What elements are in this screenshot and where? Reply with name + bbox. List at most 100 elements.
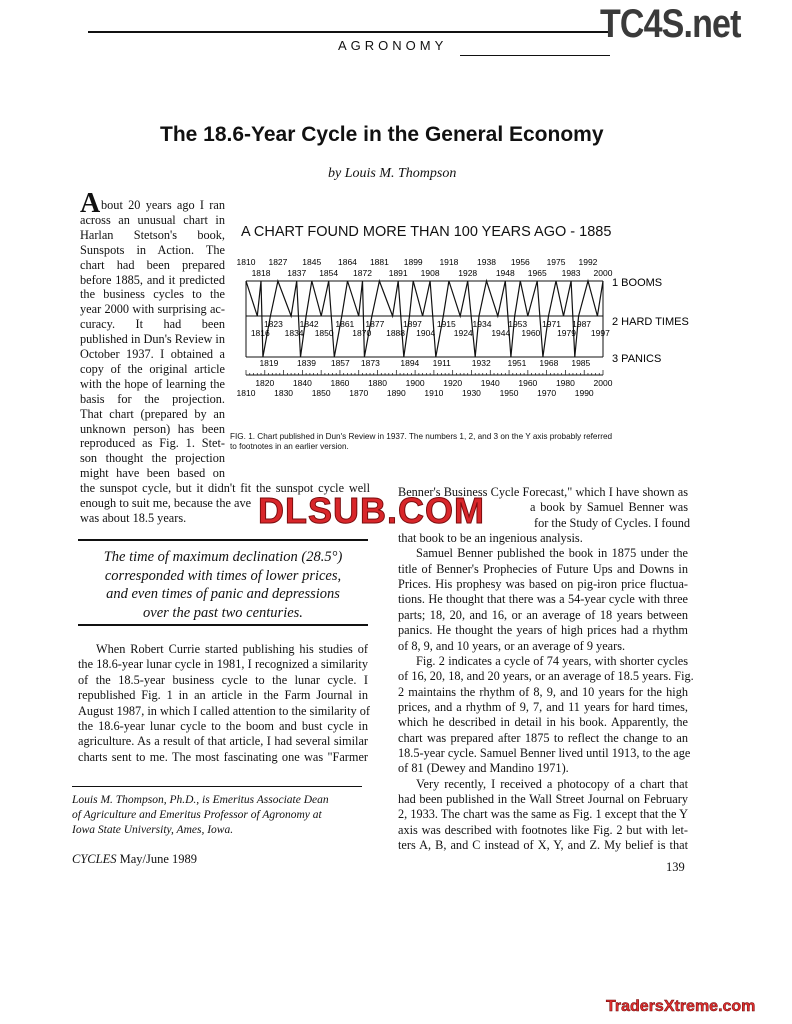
- boom-year-label: 1854: [319, 268, 338, 278]
- panic-year-label: 1985: [571, 358, 590, 368]
- x-tick-label: 1890: [387, 388, 406, 398]
- x-tick-label: 1960: [518, 378, 537, 388]
- x-tick-label: 1970: [537, 388, 556, 398]
- paragraph-line: ters A, B, and C instead of X, Y, and Z.…: [398, 838, 688, 853]
- journal-name: CYCLES: [72, 852, 117, 866]
- journal-issue: May/June 1989: [119, 852, 198, 866]
- paragraph-line: Prices. His prophesy was based on pig-ir…: [398, 577, 688, 592]
- hard-times-year-label: 1971: [542, 319, 561, 329]
- paragraph-line: Very recently, I received a photocopy of…: [416, 776, 688, 791]
- y-level-label: 3 PANICS: [612, 353, 661, 365]
- y-level-label: 1 BOOMS: [612, 277, 662, 289]
- article-title: The 18.6-Year Cycle in the General Econo…: [160, 123, 604, 146]
- footnote-rule: [72, 786, 362, 787]
- paragraph-line: chart was prepared after 1875 to reflect…: [398, 730, 688, 745]
- paragraph-line: Sunspots in Action. The: [80, 242, 225, 257]
- paragraph-line: of 81 (Dewey and Mandino 1971).: [398, 761, 569, 776]
- paragraph-line: 18.5-year cycle. Samuel Benner lived unt…: [398, 745, 691, 760]
- hard-times-year-label: 1979: [557, 328, 576, 338]
- hard-times-year-label: 1877: [365, 319, 384, 329]
- boom-year-label: 1864: [338, 257, 357, 267]
- paragraph-line: that book to be an ingenious analysis.: [398, 531, 583, 546]
- header-rule-top: [88, 31, 608, 33]
- x-tick-label: 1820: [255, 378, 274, 388]
- paragraph-line: copy of the original article: [80, 361, 225, 376]
- paragraph-line: panics. He thought the years of high pri…: [398, 623, 688, 638]
- paragraph-line: published in Dun's Review in: [80, 332, 225, 347]
- panic-year-label: 1857: [331, 358, 350, 368]
- paragraph-line: title of Benner's Prophecies of Future U…: [398, 561, 688, 576]
- x-tick-label: 1810: [237, 388, 256, 398]
- section-label: AGRONOMY: [338, 38, 448, 53]
- paragraph-line: of 16, 20, 18, and 20 years, or an avera…: [398, 669, 694, 684]
- x-tick-label: 1920: [443, 378, 462, 388]
- paragraph-line: prices, and a rhythm of 9, 7, and 11 yea…: [398, 699, 688, 714]
- byline: by Louis M. Thompson: [328, 166, 457, 181]
- x-tick-label: 1950: [500, 388, 519, 398]
- paragraph-line: reproduced as Fig. 1. Stet-: [80, 436, 225, 451]
- paragraph-line: a book by Samuel Benner was: [530, 500, 688, 515]
- hard-times-year-label: 1997: [591, 328, 610, 338]
- x-tick-label: 1940: [481, 378, 500, 388]
- paragraph-line: with the hope of learning the: [80, 376, 225, 391]
- paragraph-line: before 1885, and it predicted: [80, 272, 225, 287]
- paragraph-line: axis was described with footnotes like F…: [398, 822, 688, 837]
- chart-title: A CHART FOUND MORE THAN 100 YEARS AGO - …: [241, 224, 612, 240]
- drop-cap: A: [80, 188, 101, 219]
- boom-year-label: 1810: [237, 257, 256, 267]
- paragraph-line: October 1937. I obtained a: [80, 347, 225, 361]
- panic-year-label: 1911: [433, 358, 452, 368]
- hard-times-year-label: 1924: [454, 328, 473, 338]
- paragraph-line: might have been based on: [80, 466, 225, 481]
- x-tick-label: 2000: [594, 378, 613, 388]
- panic-year-label: 1873: [361, 358, 380, 368]
- figure-caption-line: to footnotes in an earlier version.: [230, 442, 349, 451]
- paragraph-line: was about 18.5 years.: [80, 510, 187, 525]
- hard-times-year-label: 1915: [437, 319, 456, 329]
- boom-year-label: 1837: [287, 268, 306, 278]
- panic-year-label: 1819: [259, 358, 278, 368]
- paragraph-line: agriculture. As a result of that article…: [78, 734, 368, 749]
- pull-quote-line: and even times of panic and depressions: [106, 586, 340, 602]
- cycle-zigzag-line: [245, 278, 604, 358]
- x-tick-label: 1980: [556, 378, 575, 388]
- boom-year-label: 1992: [579, 257, 598, 267]
- panic-year-label: 1932: [472, 358, 491, 368]
- boom-year-label: 1965: [528, 268, 547, 278]
- footer-journal: CYCLES May/June 1989: [72, 852, 197, 867]
- boom-year-label: 1918: [439, 257, 458, 267]
- boom-year-label: 1891: [389, 268, 408, 278]
- paragraph-line: the 18.6-year lunar cycle in 1981, I rec…: [78, 657, 368, 672]
- paragraph-line: Benner's Business Cycle Forecast," which…: [398, 485, 688, 499]
- boom-year-label: 1948: [496, 268, 515, 278]
- pull-quote-line: over the past two centuries.: [143, 604, 303, 621]
- site-logo: TC4S.net: [600, 2, 741, 46]
- boom-year-label: 1975: [547, 257, 566, 267]
- figure-caption-line: FIG. 1. Chart published in Dun's Review …: [230, 432, 613, 441]
- boom-year-label: 1908: [421, 268, 440, 278]
- header-rule-bottom: [460, 55, 610, 56]
- hard-times-year-label: 1904: [416, 328, 435, 338]
- hard-times-year-label: 1823: [264, 319, 283, 329]
- hard-times-year-label: 1888: [386, 328, 405, 338]
- x-tick-label: 1830: [274, 388, 293, 398]
- paragraph-line: basis for the projection.: [80, 391, 225, 406]
- hard-times-year-label: 1816: [251, 328, 270, 338]
- pull-quote-line: The time of maximum declination (28.5°): [103, 549, 343, 565]
- paragraph-line: That chart (prepared by an: [80, 406, 225, 421]
- paragraph-line: chart had been prepared: [80, 257, 225, 272]
- hard-times-year-label: 1897: [403, 319, 422, 329]
- boom-year-label: 1899: [404, 257, 423, 267]
- hard-times-year-label: 1960: [521, 328, 540, 338]
- paragraph-line: Harlan Stetson's book,: [80, 227, 225, 242]
- boom-year-label: 1818: [252, 268, 271, 278]
- paragraph-line: Samuel Benner published the book in 1875…: [416, 546, 688, 561]
- boom-year-label: 1845: [302, 257, 321, 267]
- paragraph-line: for the Study of Cycles. I found: [534, 515, 691, 530]
- paragraph-line: August 1987, in which I called attention…: [78, 703, 370, 718]
- panic-year-label: 1968: [539, 358, 558, 368]
- panic-year-label: 1894: [400, 358, 419, 368]
- paragraph-line: 2, 1933. The chart was the same as Fig. …: [398, 807, 688, 822]
- panic-year-label: 1839: [297, 358, 316, 368]
- x-tick-label: 1990: [575, 388, 594, 398]
